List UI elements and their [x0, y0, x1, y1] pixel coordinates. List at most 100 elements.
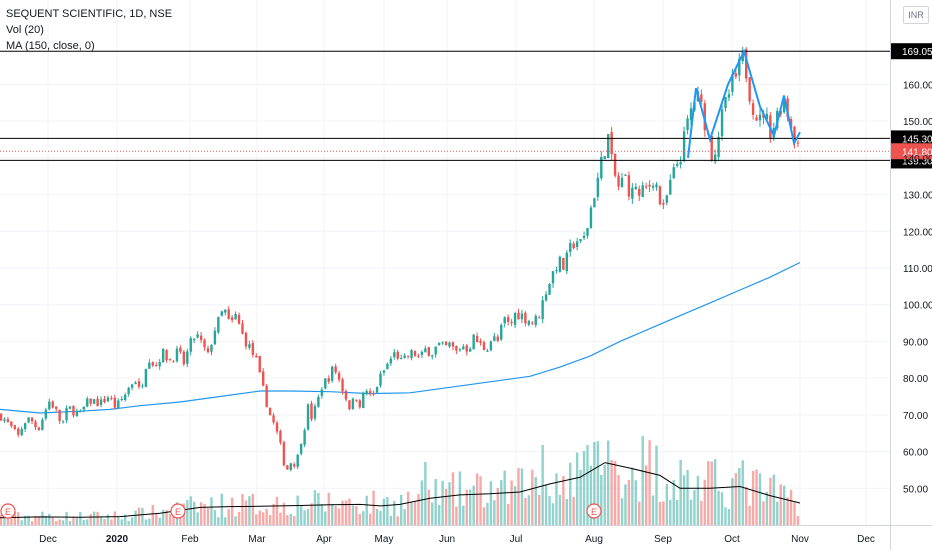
time-axis[interactable]: Dec 2020 Feb Mar Apr May Jun Jul Aug Sep Oct Nov Dec	[0, 525, 932, 546]
volume-bar	[538, 494, 541, 525]
volume-bar	[293, 516, 296, 525]
candle-body	[600, 156, 603, 179]
candle-body	[686, 118, 689, 131]
candle-body	[134, 382, 137, 384]
volume-indicator-label[interactable]: Vol (20)	[6, 24, 44, 36]
price-axis[interactable]: 50.00 60.00 70.00 80.00 90.00 100.00 110.00 120…	[890, 0, 932, 550]
candle-body	[317, 396, 320, 407]
earnings-marker-icon	[586, 503, 602, 519]
candle-body	[700, 94, 703, 102]
candle-body	[230, 317, 234, 321]
volume-bar	[458, 471, 462, 525]
volume-bar	[310, 503, 313, 525]
volume-bar	[500, 480, 503, 525]
candle-body	[731, 74, 734, 92]
volume-bar	[379, 510, 382, 525]
volume-bar	[607, 440, 610, 525]
volume-bar	[665, 483, 669, 525]
volume-bar	[372, 490, 375, 525]
candle-body	[465, 345, 468, 352]
candle-body	[555, 270, 558, 272]
volume-bar	[37, 516, 41, 525]
time-tick-label: Feb	[181, 534, 199, 545]
volume-bar	[596, 441, 600, 525]
candle-body	[417, 355, 420, 357]
volume-bar	[689, 499, 693, 525]
volume-bar	[106, 514, 110, 525]
ma-indicator-label[interactable]: MA (150, close, 0)	[6, 40, 95, 52]
candle-body	[482, 342, 486, 351]
candle-body	[23, 423, 27, 430]
candle-body	[155, 364, 158, 366]
candle-body	[379, 373, 382, 386]
candle-body	[141, 385, 144, 387]
candle-body	[745, 49, 748, 79]
volume-bar	[486, 502, 489, 525]
volume-bar	[303, 510, 306, 525]
candle-body	[638, 188, 641, 196]
candle-body	[286, 465, 289, 470]
candle-body	[368, 391, 372, 395]
volume-bar	[548, 495, 551, 525]
volume-bar	[648, 440, 651, 525]
volume-bar	[624, 484, 627, 525]
volume-bar	[444, 488, 448, 525]
volume-bar	[758, 473, 762, 525]
candle-body	[161, 348, 165, 363]
candle-body	[572, 243, 575, 249]
volume-bar	[44, 515, 48, 525]
volume-bar	[696, 475, 700, 525]
volume-bar	[448, 482, 451, 525]
volume-bar	[427, 489, 430, 525]
candle-body	[475, 335, 479, 343]
candle-body	[65, 408, 68, 421]
candle-body	[472, 334, 475, 350]
volume-bar	[724, 507, 727, 525]
candle-body	[303, 430, 306, 445]
candle-body	[268, 407, 272, 416]
volume-bar	[268, 514, 272, 525]
symbol-title[interactable]: SEQUENT SCIENTIFIC, 1D, NSE	[6, 8, 173, 20]
volume-bar	[299, 505, 303, 525]
volume-bar	[503, 470, 506, 525]
price-tick-label: 90.00	[903, 337, 928, 348]
price-tick-label: 60.00	[903, 448, 928, 459]
candle-body	[575, 241, 579, 247]
candle-body	[751, 103, 755, 115]
volume-bar	[241, 494, 244, 525]
candle-body	[393, 352, 396, 358]
head-shoulders-pattern[interactable]	[687, 48, 801, 159]
volume-bar	[417, 493, 420, 525]
candle-body	[627, 175, 631, 197]
candle-body	[631, 187, 634, 199]
volume-bar	[489, 481, 493, 525]
currency-badge[interactable]: INR	[903, 6, 929, 24]
candle-body	[320, 389, 324, 396]
volume-bar	[0, 514, 3, 525]
volume-bar	[520, 468, 524, 525]
volume-bar	[34, 516, 37, 525]
candle-body	[420, 351, 424, 356]
candle-body	[327, 378, 330, 382]
candle-body	[544, 294, 548, 301]
candle-body	[334, 366, 337, 373]
volume-bar	[365, 495, 368, 525]
time-tick-label: Mar	[248, 534, 266, 545]
volume-bar	[475, 473, 479, 525]
candle-body	[227, 309, 230, 319]
candle-body	[199, 335, 203, 341]
volume-bar	[679, 460, 682, 525]
candle-body	[569, 243, 572, 252]
candle-body	[713, 154, 717, 162]
candle-body	[48, 401, 51, 410]
volume-bar	[558, 495, 562, 525]
candle-body	[365, 391, 368, 394]
candle-body	[748, 77, 751, 102]
volume-bar	[99, 517, 103, 525]
volume-bar	[6, 518, 10, 525]
candle-body	[144, 368, 148, 387]
volume-bar	[344, 500, 348, 525]
